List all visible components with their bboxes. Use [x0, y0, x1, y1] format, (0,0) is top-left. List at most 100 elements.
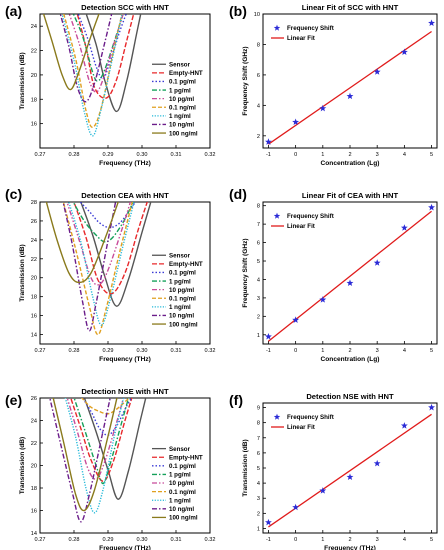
legend-label: Linear Fit: [287, 424, 315, 431]
series-line: [76, 14, 135, 99]
y-tick-label: 14: [31, 333, 37, 339]
data-point: [400, 422, 408, 429]
series-line: [72, 202, 134, 243]
x-tick-label: 5: [430, 152, 433, 158]
panel-b: (b) Linear Fit of SCC with HNT -1 0 1 2 3 4 5 2 4 6…: [229, 3, 438, 167]
x-tick-label: 2: [348, 152, 351, 158]
chart-title: Detection CEA with HNT: [81, 191, 169, 200]
y-tick-label: 10: [254, 12, 260, 18]
data-point: [292, 118, 300, 126]
y-tick-label: 2: [257, 134, 260, 140]
data-point: [373, 459, 381, 467]
legend-label: Sensor: [169, 61, 191, 68]
x-tick-label: 0: [294, 537, 297, 543]
legend-label: 100 ng/ml: [169, 515, 198, 522]
y-tick-label: 16: [31, 314, 37, 320]
plot-area: [42, 14, 142, 137]
y-tick-label: 22: [31, 49, 37, 55]
y-tick-label: 1: [257, 333, 260, 339]
x-axis-label: Concentration (Lg): [321, 356, 380, 363]
y-tick-label: 22: [31, 257, 37, 263]
legend-label: Frequency Shift: [287, 213, 334, 220]
x-tick-label: 4: [403, 537, 406, 543]
legend-label: Empty-HNT: [169, 261, 203, 268]
x-tick-label: 1: [321, 152, 324, 158]
data-point: [265, 518, 272, 526]
y-tick-label: 20: [31, 276, 37, 282]
panel-label: (c): [5, 186, 22, 202]
x-tick-label: 0.31: [171, 152, 182, 158]
legend-label: 10 ng/ml: [169, 313, 194, 320]
y-axis-label: Transmission (dB): [19, 244, 26, 302]
plot-frame: [262, 13, 438, 149]
y-tick-label: 1: [257, 526, 260, 532]
x-tick-label: 4: [403, 348, 406, 354]
legend-label: Frequency Shift: [287, 414, 334, 421]
y-tick-label: 3: [257, 496, 260, 502]
legend-label: 0.1 ng/ml: [169, 104, 196, 111]
y-tick-label: 24: [31, 419, 37, 425]
x-axis-label: Concentration (Lg): [321, 160, 380, 167]
legend-label: 10 pg/ml: [169, 287, 194, 294]
x-tick-label: 0.27: [35, 537, 46, 543]
data-point: [346, 279, 354, 287]
x-tick-label: -1: [266, 152, 271, 158]
x-tick-label: 0.32: [205, 152, 216, 158]
legend-label: Empty-HNT: [169, 454, 203, 461]
x-tick-label: 4: [403, 152, 406, 158]
y-tick-label: 28: [31, 200, 37, 206]
data-point: [428, 203, 435, 211]
legend-label: 1 ng/ml: [169, 113, 191, 120]
series-line: [70, 398, 133, 482]
x-tick-label: 0.32: [205, 537, 216, 543]
y-tick-label: 9: [257, 406, 260, 412]
legend-label: 10 ng/ml: [169, 122, 194, 129]
legend-label: Linear Fit: [287, 223, 315, 230]
y-tick-label: 24: [31, 24, 37, 30]
y-tick-label: 6: [257, 451, 260, 457]
panel-a: (a) Detection SCC with HNT 0.27 0.28 0.29 0.3…: [5, 3, 215, 167]
panel-label: (a): [5, 3, 22, 19]
y-axis-label: Frequency Shift (GHz): [242, 46, 249, 115]
panel-label: (d): [229, 186, 247, 202]
plot-area: [45, 202, 152, 336]
legend-label: 1 pg/ml: [169, 278, 191, 285]
x-tick-label: 0.29: [103, 537, 114, 543]
panel-e: (e) Detection NSE with HNT 0.27 0.28 0.29 0.3…: [5, 387, 215, 550]
panel-label: (b): [229, 3, 247, 19]
x-tick-label: 0: [294, 348, 297, 354]
legend-label: 1 pg/ml: [169, 472, 191, 479]
y-tick-label: 8: [257, 204, 260, 210]
x-tick-label: 3: [376, 537, 379, 543]
data-point: [292, 316, 300, 323]
legend-label: Linear Fit: [287, 35, 315, 42]
data-point: [400, 224, 408, 231]
legend-marker: [273, 212, 281, 219]
data-point: [400, 48, 408, 55]
y-tick-label: 7: [257, 222, 260, 228]
series-line: [80, 202, 152, 307]
y-tick-label: 20: [31, 73, 37, 79]
x-tick-label: 0: [294, 152, 297, 158]
series-line: [64, 398, 125, 514]
panel-label: (e): [5, 392, 22, 408]
x-tick-label: 3: [376, 152, 379, 158]
y-tick-label: 18: [31, 295, 37, 301]
panel-label: (f): [229, 392, 243, 408]
x-tick-label: 0.28: [69, 152, 80, 158]
data-point: [265, 138, 272, 145]
data-point: [319, 104, 327, 112]
series-line: [61, 14, 123, 137]
x-tick-label: 0.30: [137, 348, 148, 354]
x-tick-label: 2: [348, 348, 351, 354]
data-point: [428, 19, 435, 27]
data-point: [319, 296, 327, 303]
data-point: [346, 473, 354, 480]
series-line: [77, 14, 127, 80]
series-line: [73, 398, 130, 485]
x-axis-label: Frequency (THz): [324, 545, 376, 550]
y-tick-label: 22: [31, 441, 37, 447]
y-axis-label: Transmission (dB): [19, 437, 26, 495]
y-tick-label: 6: [257, 241, 260, 247]
